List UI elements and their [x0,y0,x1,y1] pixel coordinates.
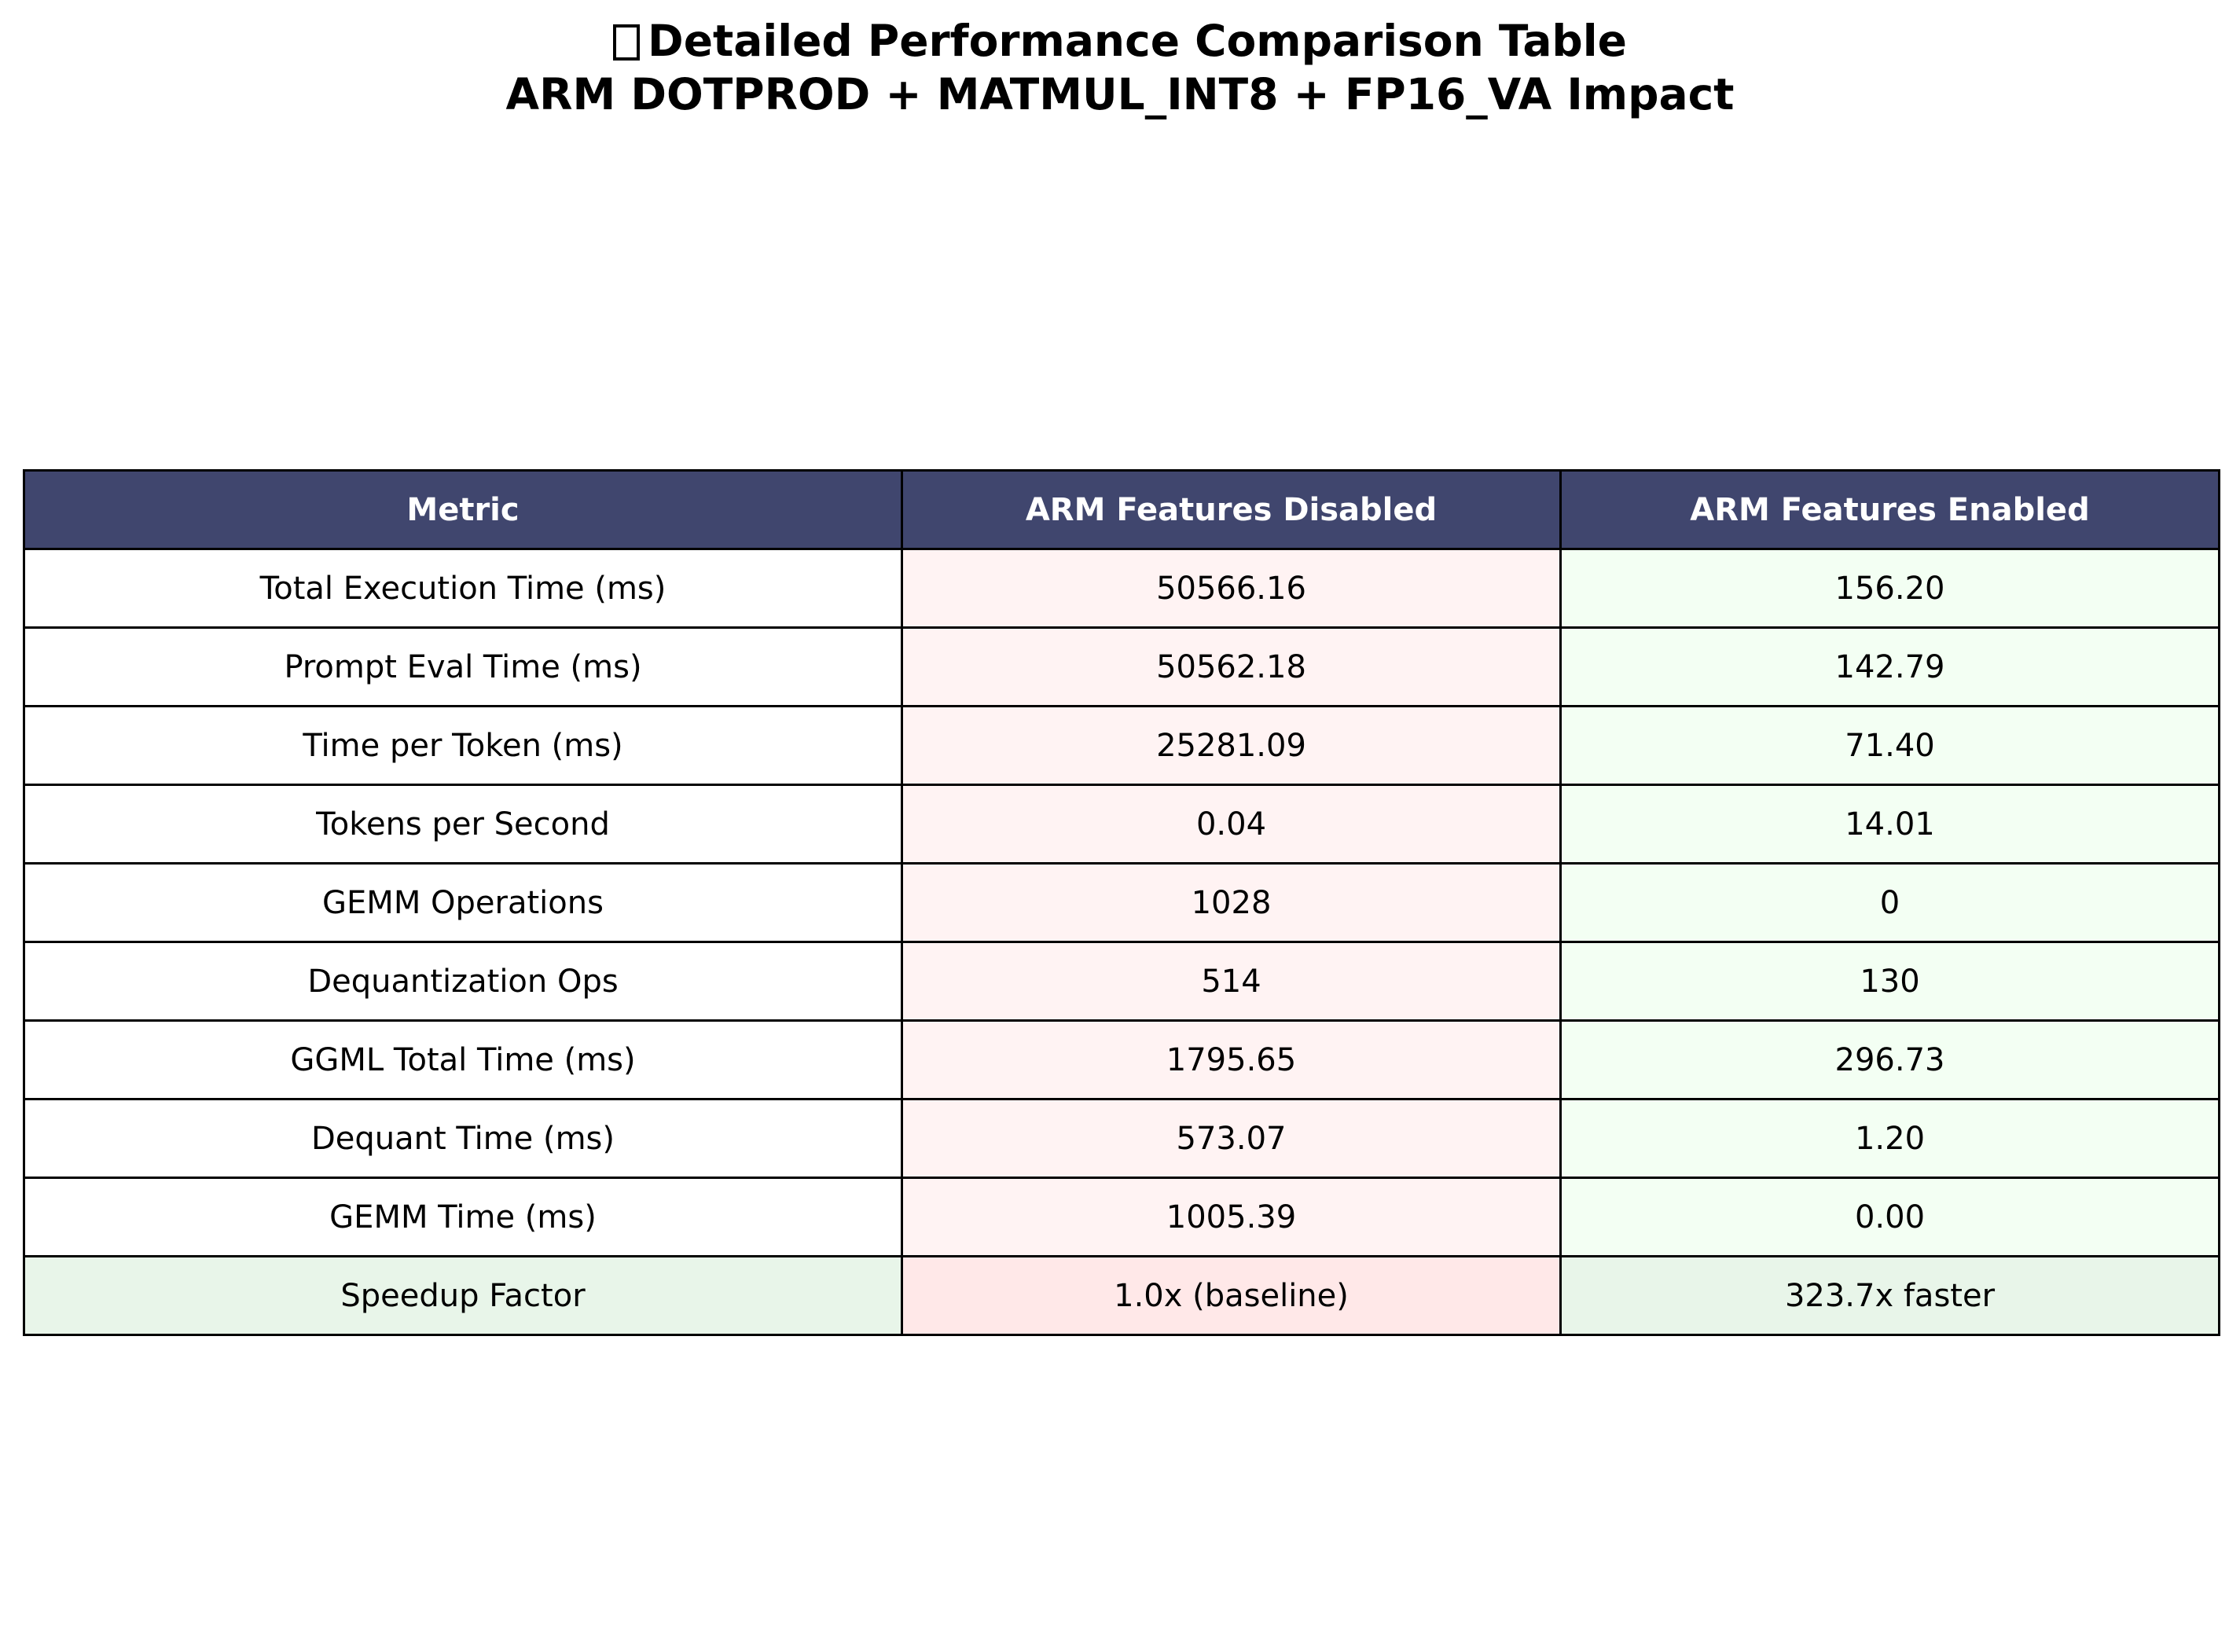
table-cell-metric: Total Execution Time (ms) [23,548,903,629]
table-cell-disabled: 50562.18 [901,626,1562,707]
table-cell-disabled: 1005.39 [901,1177,1562,1257]
table-cell-metric: Dequant Time (ms) [23,1098,903,1179]
table-cell-disabled: 573.07 [901,1098,1562,1179]
chart-title-line-1: Detailed Performance Comparison Table [0,14,2240,68]
header-cell-disabled: ARM Features Disabled [901,469,1562,550]
table-row: GEMM Operations 1028 0 [23,862,2220,943]
table-row: Speedup Factor 1.0x (baseline) 323.7x fast… [23,1255,2220,1336]
table-row: Total Execution Time (ms) 50566.16 156.20 [23,548,2220,629]
table-cell-disabled: 0.04 [901,784,1562,865]
table-header-row: Metric ARM Features Disabled ARM Feature… [23,469,2220,550]
table-cell-enabled: 1.20 [1559,1098,2220,1179]
table-cell-disabled: 25281.09 [901,705,1562,786]
comparison-table: Metric ARM Features Disabled ARM Feature… [23,469,2220,1336]
table-row: Prompt Eval Time (ms) 50562.18 142.79 [23,626,2220,707]
table-cell-disabled: 1028 [901,862,1562,943]
table-cell-enabled: 14.01 [1559,784,2220,865]
chart-title-line-2: ARM DOTPROD + MATMUL_INT8 + FP16_VA Impa… [505,69,1735,119]
table-cell-enabled: 156.20 [1559,548,2220,629]
table-cell-enabled: 130 [1559,941,2220,1022]
table-body: Total Execution Time (ms) 50566.16 156.20 P… [23,548,2220,1336]
table-cell-metric: Dequantization Ops [23,941,903,1022]
table-cell-disabled: 1.0x (baseline) [901,1255,1562,1336]
header-cell-metric: Metric [23,469,903,550]
table-cell-enabled: 0 [1559,862,2220,943]
table-cell-disabled: 1795.65 [901,1019,1562,1100]
table-row: Time per Token (ms) 25281.09 71.40 [23,705,2220,786]
header-cell-enabled: ARM Features Enabled [1559,469,2220,550]
table-cell-enabled: 323.7x faster [1559,1255,2220,1336]
table-row: GEMM Time (ms) 1005.39 0.00 [23,1177,2220,1257]
table-cell-metric: GEMM Operations [23,862,903,943]
table-cell-metric: Speedup Factor [23,1255,903,1336]
chart-title-text-1: Detailed Performance Comparison Table [648,16,1627,66]
table-row: Dequantization Ops 514 130 [23,941,2220,1022]
table-cell-metric: Tokens per Second [23,784,903,865]
table-cell-metric: GEMM Time (ms) [23,1177,903,1257]
table-cell-enabled: 71.40 [1559,705,2220,786]
table-row: Tokens per Second 0.04 14.01 [23,784,2220,865]
table-cell-metric: Prompt Eval Time (ms) [23,626,903,707]
table-row: GGML Total Time (ms) 1795.65 296.73 [23,1019,2220,1100]
chart-title: Detailed Performance Comparison Table AR… [0,14,2240,121]
table-cell-disabled: 514 [901,941,1562,1022]
table-cell-disabled: 50566.16 [901,548,1562,629]
table-cell-enabled: 142.79 [1559,626,2220,707]
missing-glyph-icon [613,24,641,61]
table-cell-metric: Time per Token (ms) [23,705,903,786]
table-cell-metric: GGML Total Time (ms) [23,1019,903,1100]
table-cell-enabled: 0.00 [1559,1177,2220,1257]
table-row: Dequant Time (ms) 573.07 1.20 [23,1098,2220,1179]
table-cell-enabled: 296.73 [1559,1019,2220,1100]
